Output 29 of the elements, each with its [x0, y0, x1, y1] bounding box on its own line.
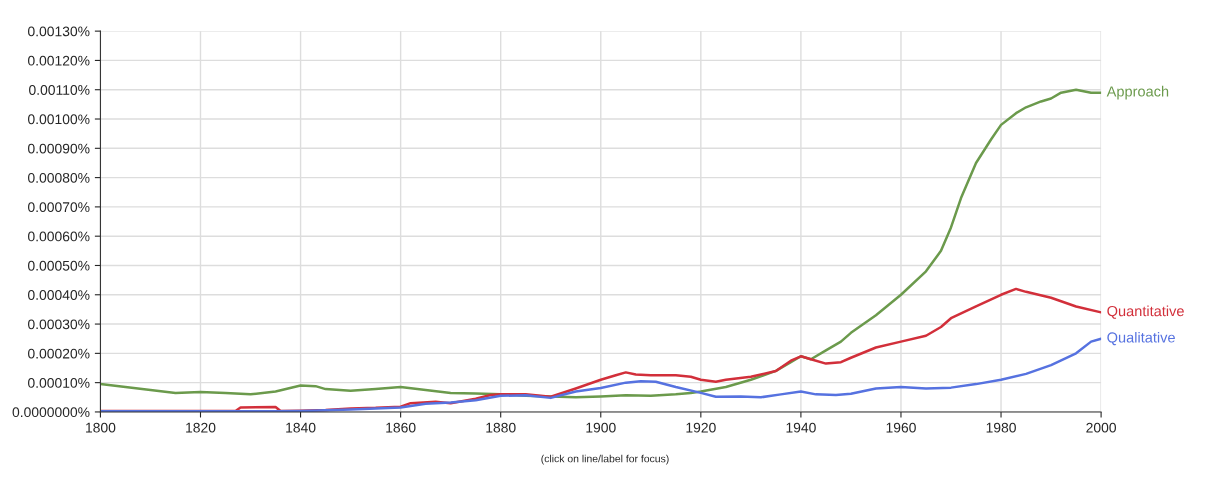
series-label: Approach	[1106, 85, 1169, 100]
x-tick-label: 2000	[1086, 422, 1117, 433]
x-tick-label: 1920	[686, 422, 716, 433]
y-tick-label: 0.00050%	[28, 260, 90, 271]
y-tick-label: 0.00040%	[28, 290, 90, 300]
y-tick-label: 0.00030%	[28, 319, 90, 330]
y-tick-label: 0.00090%	[28, 143, 90, 154]
x-tick-label: 1980	[986, 422, 1016, 433]
x-tick-label: 1860	[386, 422, 416, 433]
text: (click on line/label for focus)	[541, 454, 669, 465]
y-tick-label: 0.00070%	[28, 202, 90, 213]
x-tick-label: 1940	[786, 422, 816, 433]
x-tick-label: 1960	[886, 422, 916, 433]
y-tick-label: 0.00120%	[28, 55, 90, 66]
y-tick-label: 0.00020%	[28, 348, 90, 359]
x-tick-label: 1800	[86, 422, 116, 433]
series-label: Qualitative	[1107, 331, 1175, 346]
x-tick-label: 1900	[586, 422, 616, 433]
y-tick-label: 0.00130%	[28, 26, 90, 37]
y-tick-label: 0.00010%	[28, 377, 90, 388]
y-tick-label: 0.00100%	[28, 114, 90, 125]
x-tick-label: 1880	[486, 422, 516, 433]
y-tick-label: 0.00110%	[29, 85, 90, 95]
series-label: Quantitative	[1107, 305, 1184, 319]
x-tick-label: 1820	[186, 422, 216, 433]
y-tick-label: 0.00080%	[28, 172, 90, 183]
y-tick-label: 0.00060%	[28, 231, 90, 242]
x-tick-label: 1840	[286, 422, 316, 433]
y-tick-label: 0.0000000%	[12, 407, 90, 418]
